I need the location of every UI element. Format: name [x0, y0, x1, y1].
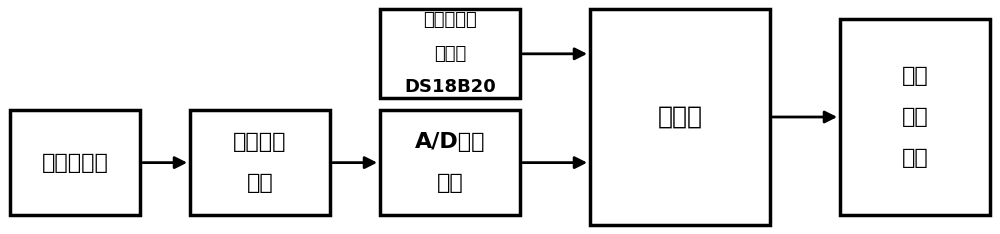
- Text: DS18B20: DS18B20: [404, 78, 496, 96]
- Text: 电路: 电路: [437, 173, 463, 193]
- Bar: [380, 9, 520, 98]
- Text: 显示: 显示: [902, 107, 928, 127]
- Text: 霍尔传感器: 霍尔传感器: [42, 153, 108, 173]
- Text: 单片机: 单片机: [657, 105, 702, 129]
- Text: 一线式温度: 一线式温度: [423, 11, 477, 29]
- Bar: [10, 110, 140, 215]
- Bar: [590, 9, 770, 225]
- Text: 信号调理: 信号调理: [233, 132, 287, 152]
- Bar: [840, 19, 990, 215]
- Text: A/D转换: A/D转换: [415, 132, 485, 152]
- Bar: [380, 110, 520, 215]
- Text: 传感器: 传感器: [434, 45, 466, 63]
- Bar: [190, 110, 330, 215]
- Text: 电路: 电路: [247, 173, 273, 193]
- Text: 模块: 模块: [902, 148, 928, 168]
- Text: 液晶: 液晶: [902, 66, 928, 86]
